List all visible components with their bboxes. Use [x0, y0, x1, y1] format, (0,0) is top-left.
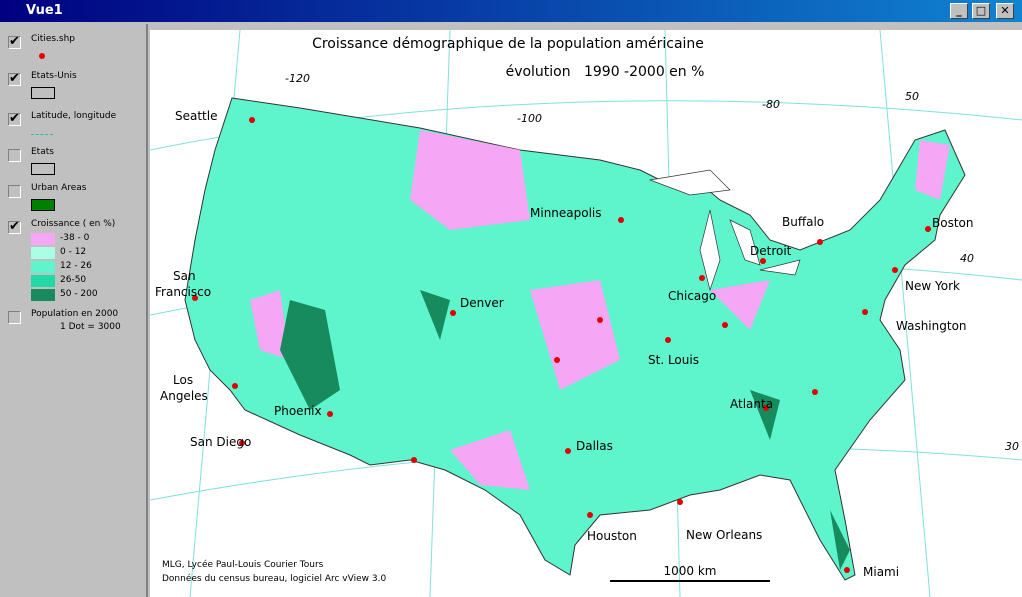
map: Seattle San Francisco Los Angeles San Di…: [150, 30, 1022, 597]
layer-checkbox[interactable]: ✔: [8, 34, 21, 49]
dot-note: 1 Dot = 3000: [60, 322, 121, 332]
city-symbol: [39, 53, 45, 59]
city-label: Minneapolis: [530, 206, 602, 220]
graticule-label: -80: [762, 98, 780, 111]
high-growth-areas: [280, 290, 850, 570]
credit: MLG, Lycée Paul-Louis Courier Tours: [162, 559, 324, 570]
city-label: Dallas: [576, 439, 613, 453]
city-label: Seattle: [175, 109, 217, 123]
class-label: 12 - 26: [60, 261, 92, 271]
class-label: 50 - 200: [60, 289, 98, 299]
class-swatch: [31, 247, 55, 259]
layer-name: Urban Areas: [31, 183, 87, 193]
city-dots: [192, 117, 931, 573]
city-label: Miami: [863, 565, 899, 579]
graticule-labels: -120 -100 -80 50 40 30: [285, 72, 1019, 453]
maximize-button[interactable]: □: [972, 3, 990, 19]
layer-name: Population en 2000: [31, 309, 119, 319]
city-label: Chicago: [668, 289, 716, 303]
layer-name: Latitude, longitude: [31, 111, 117, 121]
city-label: Boston: [932, 216, 973, 230]
city-label: Angeles: [160, 389, 208, 403]
credit: Données du census bureau, logiciel Arc v…: [162, 573, 386, 584]
minimize-button[interactable]: _: [950, 3, 968, 19]
window-title: Vue1: [26, 3, 63, 18]
polygon-symbol: [31, 163, 55, 175]
class-swatch: [31, 233, 55, 245]
city-label: San Diego: [190, 435, 251, 449]
city-label: Buffalo: [782, 215, 824, 229]
layer-checkbox[interactable]: [8, 311, 21, 324]
layer-checkbox[interactable]: [8, 149, 21, 162]
class-label: 26-50: [60, 275, 87, 285]
class-swatch: [31, 289, 55, 301]
graticule-label: -100: [517, 112, 542, 125]
urban-symbol: [31, 199, 55, 211]
layer-name: Etats-Unis: [31, 71, 77, 81]
city-label: New Orleans: [686, 528, 762, 542]
city-label: St. Louis: [648, 353, 699, 367]
scale-label: 1000 km: [664, 564, 717, 578]
legend-panel: ✔ Cities.shp ✔ Etats-Unis ✔ Latitude, longitu…: [0, 24, 148, 597]
city-label: Phoenix: [274, 404, 322, 418]
city-label: New York: [905, 279, 960, 293]
polygon-symbol: [31, 87, 55, 99]
graticule-label: 30: [1005, 440, 1019, 453]
line-symbol: [31, 124, 53, 135]
graticule-label: 40: [960, 252, 974, 265]
city-label: Houston: [587, 529, 637, 543]
layer-checkbox[interactable]: ✔: [8, 111, 21, 126]
city-label: Washington: [896, 319, 967, 333]
map-subtitle: évolution 1990 -2000 en %: [506, 64, 705, 80]
city-label: Detroit: [750, 244, 792, 258]
class-swatch: [31, 261, 55, 273]
city-label: Los: [173, 373, 193, 387]
city-labels: Seattle San Francisco Los Angeles San Di…: [155, 109, 973, 579]
city-label: San: [173, 269, 196, 283]
layer-name: Croissance ( en %): [31, 219, 116, 229]
city-label: Atlanta: [730, 397, 773, 411]
class-swatch: [31, 275, 55, 287]
layer-name: Etats: [31, 147, 54, 157]
city-label: Denver: [460, 296, 504, 310]
layer-checkbox[interactable]: ✔: [8, 219, 21, 234]
great-lakes: [648, 169, 801, 292]
decline-areas: [250, 130, 950, 490]
class-label: -38 - 0: [60, 233, 90, 243]
title-bar: Vue1 _ □ ✕: [0, 0, 1022, 22]
layer-name: Cities.shp: [31, 34, 76, 44]
city-label: Francisco: [155, 285, 211, 299]
layer-checkbox[interactable]: [8, 185, 21, 198]
graticule-label: -120: [285, 72, 310, 85]
layer-checkbox[interactable]: ✔: [8, 71, 21, 86]
graticule-label: 50: [905, 90, 919, 103]
close-button[interactable]: ✕: [996, 3, 1014, 19]
map-title: Croissance démographique de la populatio…: [312, 36, 704, 52]
class-label: 0 - 12: [60, 247, 87, 257]
